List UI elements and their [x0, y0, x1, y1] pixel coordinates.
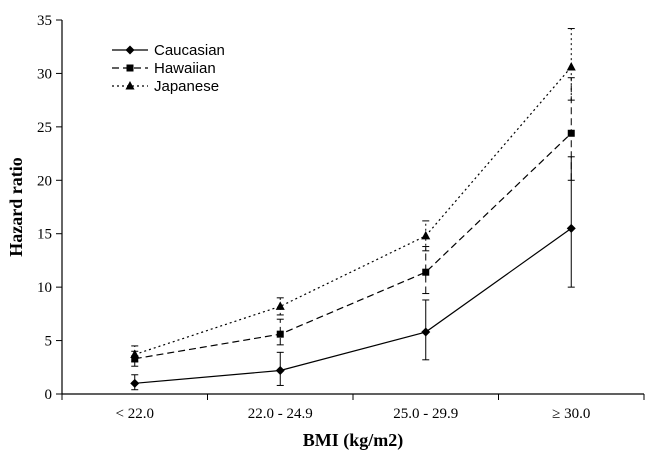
- x-tick-label: ≥ 30.0: [552, 406, 590, 422]
- x-ticks-group: < 22.0 22.0 - 24.9 25.0 - 29.9 ≥ 30.0: [61, 394, 645, 422]
- legend-marker-japanese: [125, 81, 135, 90]
- y-tick-label: 15: [37, 227, 52, 243]
- data-point-caucasian: [566, 223, 576, 233]
- x-tick-label: 25.0 - 29.9: [393, 406, 458, 422]
- series-caucasian: [130, 156, 576, 391]
- data-point-japanese: [566, 62, 576, 71]
- y-tick-label: 20: [37, 173, 52, 189]
- y-tick-label: 30: [37, 66, 52, 82]
- series-group: [130, 28, 576, 391]
- series-line-japanese: [134, 66, 572, 356]
- data-point-hawaiian: [422, 268, 430, 276]
- y-tick-label: 5: [45, 334, 53, 350]
- legend-label-hawaiian: Hawaiian: [154, 60, 216, 77]
- series-line-caucasian: [134, 227, 572, 384]
- data-point-hawaiian: [276, 330, 284, 338]
- legend-marker-caucasian: [125, 45, 135, 55]
- x-tick-label: 22.0 - 24.9: [248, 406, 313, 422]
- series-japanese: [130, 28, 576, 363]
- data-point-caucasian: [421, 327, 431, 337]
- legend-label-japanese: Japanese: [154, 78, 219, 95]
- x-tick-label: < 22.0: [116, 406, 154, 422]
- y-tick-label: 10: [37, 280, 52, 296]
- y-ticks-group: 0 5 10 15 20 25 30 35: [37, 13, 62, 403]
- y-axis-title: Hazard ratio: [6, 157, 26, 256]
- axes-group: [61, 20, 644, 395]
- data-point-hawaiian: [131, 355, 139, 363]
- data-point-japanese: [275, 301, 285, 310]
- data-point-japanese: [130, 349, 140, 358]
- y-tick-label: 25: [37, 120, 52, 136]
- data-point-japanese: [421, 230, 431, 240]
- legend-marker-hawaiian: [126, 64, 134, 72]
- legend-label-caucasian: Caucasian: [154, 42, 225, 59]
- series-hawaiian: [131, 77, 575, 367]
- series-line-hawaiian: [134, 132, 572, 360]
- data-point-caucasian: [275, 365, 285, 375]
- x-axis-title: BMI (kg/m2): [303, 430, 404, 451]
- data-point-hawaiian: [567, 129, 575, 137]
- data-point-caucasian: [130, 378, 140, 388]
- y-tick-label: 35: [37, 13, 52, 29]
- y-tick-label: 0: [45, 387, 53, 403]
